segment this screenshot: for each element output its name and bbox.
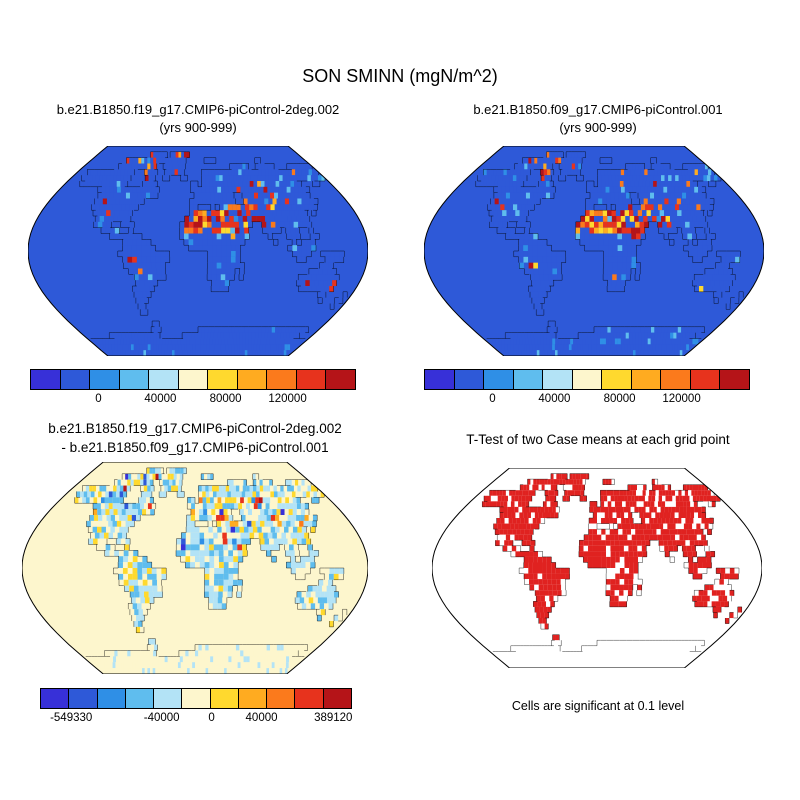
map-panel-ttest xyxy=(431,467,763,673)
world-map-difference xyxy=(21,461,369,675)
colorbar-ticks: 0 40000 80000 120000 xyxy=(424,393,750,409)
case2-title: b.e21.B1850.f09_g17.CMIP6-piControl.001 xyxy=(473,102,723,117)
colorbar-segment xyxy=(572,370,603,389)
figure-title: SON SMINN (mgN/m^2) xyxy=(302,66,498,86)
colorbar-tick-label: 40000 xyxy=(538,393,571,405)
colorbar-segment xyxy=(267,689,296,708)
colorbar-segment xyxy=(31,370,61,389)
colorbar-segment xyxy=(631,370,662,389)
colorbar-tick-label: 40000 xyxy=(245,712,278,724)
colorbar-segment xyxy=(238,689,268,708)
panel-title-top-right: b.e21.B1850.f09_g17.CMIP6-piControl.001 … xyxy=(406,101,790,137)
colorbar-segment xyxy=(690,370,721,389)
case1-years: (yrs 900-999) xyxy=(159,120,237,135)
colorbar-segment xyxy=(296,370,327,389)
map-panel-difference xyxy=(21,461,369,679)
colorbar-tick-label: -40000 xyxy=(143,712,180,724)
colorbar-segment xyxy=(154,689,183,708)
colorbar-bar xyxy=(424,369,750,390)
significance-caption: Cells are significant at 0.1 level xyxy=(511,699,685,713)
colorbar-tick-label: 120000 xyxy=(268,393,307,405)
colorbar-segment xyxy=(178,370,209,389)
colorbar-tick-label: 120000 xyxy=(662,393,701,405)
colorbar-bar xyxy=(40,688,352,709)
panel-title-bottom-right: T-Test of two Case means at each grid po… xyxy=(406,431,790,449)
colorbar-ticks: 0 40000 80000 120000 xyxy=(30,393,356,409)
world-map-ttest xyxy=(431,467,763,669)
colorbar-segment xyxy=(323,689,351,708)
map-panel-case1 xyxy=(27,145,369,361)
colorbar-tick-label: 40000 xyxy=(144,393,177,405)
colorbar-segment xyxy=(267,370,297,389)
colorbar-tick-label: 0 xyxy=(208,712,215,724)
colorbar-tick-label: 0 xyxy=(489,393,496,405)
colorbar-tick-label: 80000 xyxy=(209,393,242,405)
colorbar-segment xyxy=(513,370,544,389)
colorbar-segment xyxy=(60,370,91,389)
colorbar-tick-label: 389120 xyxy=(314,712,353,724)
panel-title-top-left: b.e21.B1850.f19_g17.CMIP6-piControl-2deg… xyxy=(6,101,390,137)
colorbar-tick-label: 80000 xyxy=(603,393,636,405)
panel-title-bottom-left: b.e21.B1850.f19_g17.CMIP6-piControl-2deg… xyxy=(2,419,388,457)
colorbar-segment xyxy=(97,689,126,708)
colorbar-segment xyxy=(125,689,155,708)
colorbar-segment xyxy=(210,689,239,708)
colorbar-segment xyxy=(182,689,211,708)
colorbar-segment xyxy=(484,370,514,389)
world-map-case1 xyxy=(27,145,369,357)
colorbar-segment xyxy=(119,370,150,389)
colorbar-segment xyxy=(237,370,268,389)
colorbar-ticks: -549330 -40000 0 40000 389120 xyxy=(40,712,352,728)
colorbar-segment xyxy=(543,370,573,389)
colorbar-case2: 0 40000 80000 120000 xyxy=(424,369,750,409)
case2-years: (yrs 900-999) xyxy=(559,120,637,135)
map-panel-case2 xyxy=(423,145,765,361)
colorbar-segment xyxy=(661,370,691,389)
ttest-title: T-Test of two Case means at each grid po… xyxy=(466,432,730,447)
colorbar-difference: -549330 -40000 0 40000 389120 xyxy=(40,688,352,728)
colorbar-tick-label: -549330 xyxy=(50,712,93,724)
case1-title: b.e21.B1850.f19_g17.CMIP6-piControl-2deg… xyxy=(56,102,340,117)
diff-title-line1: b.e21.B1850.f19_g17.CMIP6-piControl-2deg… xyxy=(48,421,342,436)
colorbar-segment xyxy=(90,370,120,389)
colorbar-segment xyxy=(602,370,632,389)
diff-title-line2: - b.e21.B1850.f09_g17.CMIP6-piControl.00… xyxy=(61,440,329,455)
colorbar-segment xyxy=(208,370,238,389)
colorbar-case1: 0 40000 80000 120000 xyxy=(30,369,356,409)
colorbar-segment xyxy=(295,689,324,708)
colorbar-segment xyxy=(454,370,485,389)
colorbar-bar xyxy=(30,369,356,390)
colorbar-tick-label: 0 xyxy=(95,393,102,405)
colorbar-segment xyxy=(425,370,455,389)
colorbar-segment xyxy=(41,689,70,708)
colorbar-segment xyxy=(149,370,179,389)
world-map-case2 xyxy=(423,145,765,357)
colorbar-segment xyxy=(69,689,98,708)
colorbar-segment xyxy=(720,370,750,389)
colorbar-segment xyxy=(326,370,356,389)
